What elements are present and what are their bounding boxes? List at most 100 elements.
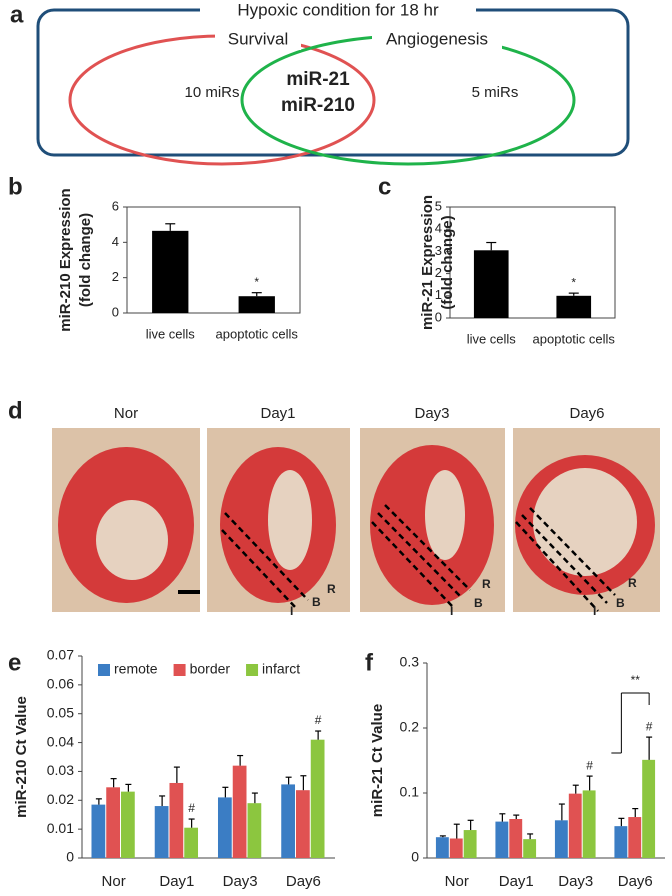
label-bg (215, 30, 301, 50)
significance-marker: # (315, 713, 322, 727)
bar (554, 820, 568, 858)
y-tick-label: 4 (112, 234, 119, 249)
x-tick-label: Nor (102, 873, 126, 890)
panel-letter: c (378, 173, 391, 200)
y-tick-label: 6 (112, 198, 119, 213)
bar (154, 806, 169, 858)
x-tick-label: Day1 (159, 873, 194, 890)
y-tick-label: 0.02 (47, 791, 74, 807)
histology-label: Day1 (260, 405, 295, 422)
bar (582, 790, 596, 858)
y-axis-label: miR-21 Expression (419, 195, 436, 330)
significance-marker: # (586, 758, 593, 772)
panel-letter: b (8, 173, 23, 200)
venn-right-only: 5 miRs (472, 84, 519, 101)
title-bg (200, 1, 476, 21)
bar (232, 765, 247, 858)
region-labels: R B I R B I R B I (290, 576, 637, 618)
bar (247, 803, 262, 858)
y-tick-label: 0.05 (47, 704, 74, 720)
significance-marker: # (188, 801, 195, 815)
region-label: B (474, 596, 483, 610)
bar (281, 784, 295, 858)
bar (238, 296, 275, 313)
plot-frame (126, 206, 301, 314)
region-label: R (482, 577, 491, 591)
histology-label: Nor (114, 405, 138, 422)
bar (449, 838, 463, 858)
panel-letter: e (8, 649, 21, 676)
x-tick-label: Day6 (286, 873, 321, 890)
y-tick-label: 1 (435, 287, 442, 302)
bar (509, 819, 523, 858)
x-tick-label: Day3 (558, 873, 593, 890)
y-tick-label: 0.1 (400, 784, 420, 800)
venn-left-label: Survival (228, 29, 288, 48)
bar (184, 827, 199, 858)
x-tick-label: Day6 (618, 873, 653, 890)
bar (310, 739, 325, 858)
y-tick-label: 0.03 (47, 762, 74, 778)
region-label: R (628, 576, 637, 590)
bar (473, 250, 509, 318)
legend-label: remote (114, 661, 158, 677)
y-tick-label: 0 (435, 309, 442, 324)
plot-frame (449, 206, 616, 319)
y-tick-label: 0.2 (400, 719, 420, 735)
y-tick-label: 5 (435, 198, 442, 213)
y-tick-label: 0 (66, 849, 74, 865)
bar (121, 791, 135, 858)
y-tick-label: 0 (112, 304, 119, 319)
region-label: I (290, 604, 293, 618)
bar (152, 230, 189, 313)
y-axis-label: miR-210 Expression (57, 188, 74, 331)
legend-label: infarct (262, 661, 300, 677)
venn-title: Hypoxic condition for 18 hr (237, 0, 439, 19)
bar (568, 793, 582, 858)
y-tick-label: 0.01 (47, 820, 74, 836)
bracket-label: ** (631, 673, 641, 687)
y-axis-label: (fold change) (77, 213, 94, 307)
bar (523, 839, 537, 858)
bar (106, 787, 121, 858)
legend-swatch (98, 664, 110, 676)
significance-marker: # (646, 719, 653, 733)
y-tick-label: 0 (411, 849, 419, 865)
bar (463, 830, 477, 858)
venn-overlap: miR-210 (281, 95, 355, 116)
histology-label: Day6 (569, 405, 604, 422)
y-tick-label: 0.06 (47, 676, 74, 692)
bar (217, 797, 232, 858)
legend-swatch (246, 664, 259, 676)
y-tick-label: 3 (435, 243, 442, 258)
region-label: B (616, 596, 625, 610)
venn-right-label: Angiogenesis (386, 29, 488, 48)
panel-letter: a (10, 1, 24, 28)
y-tick-label: 0.04 (47, 733, 74, 749)
label-bg (372, 30, 502, 50)
x-tick-label: Day1 (499, 873, 534, 890)
region-label: B (312, 595, 321, 609)
histology-images (52, 428, 660, 612)
bar (91, 804, 106, 858)
y-tick-label: 4 (435, 221, 442, 236)
bar (614, 826, 628, 858)
y-axis-label: (fold change) (439, 215, 456, 309)
y-axis-label: miR-210 Ct Value (13, 696, 30, 818)
y-axis-label: miR-21 Ct Value (369, 704, 386, 817)
y-tick-label: 0.07 (47, 647, 74, 663)
panel-letter: f (365, 649, 374, 676)
bar (295, 790, 310, 858)
panel-letter: d (8, 397, 23, 424)
bar (495, 821, 509, 858)
x-tick-label: Day3 (223, 873, 258, 890)
bar (556, 295, 592, 318)
bar (628, 817, 642, 858)
venn-left-only: 10 miRs (184, 84, 239, 101)
bar (169, 782, 184, 858)
region-label: I (593, 604, 596, 618)
x-tick-label: apoptotic cells (533, 331, 616, 346)
significance-marker: * (254, 275, 259, 289)
venn-overlap: miR-21 (286, 69, 350, 90)
